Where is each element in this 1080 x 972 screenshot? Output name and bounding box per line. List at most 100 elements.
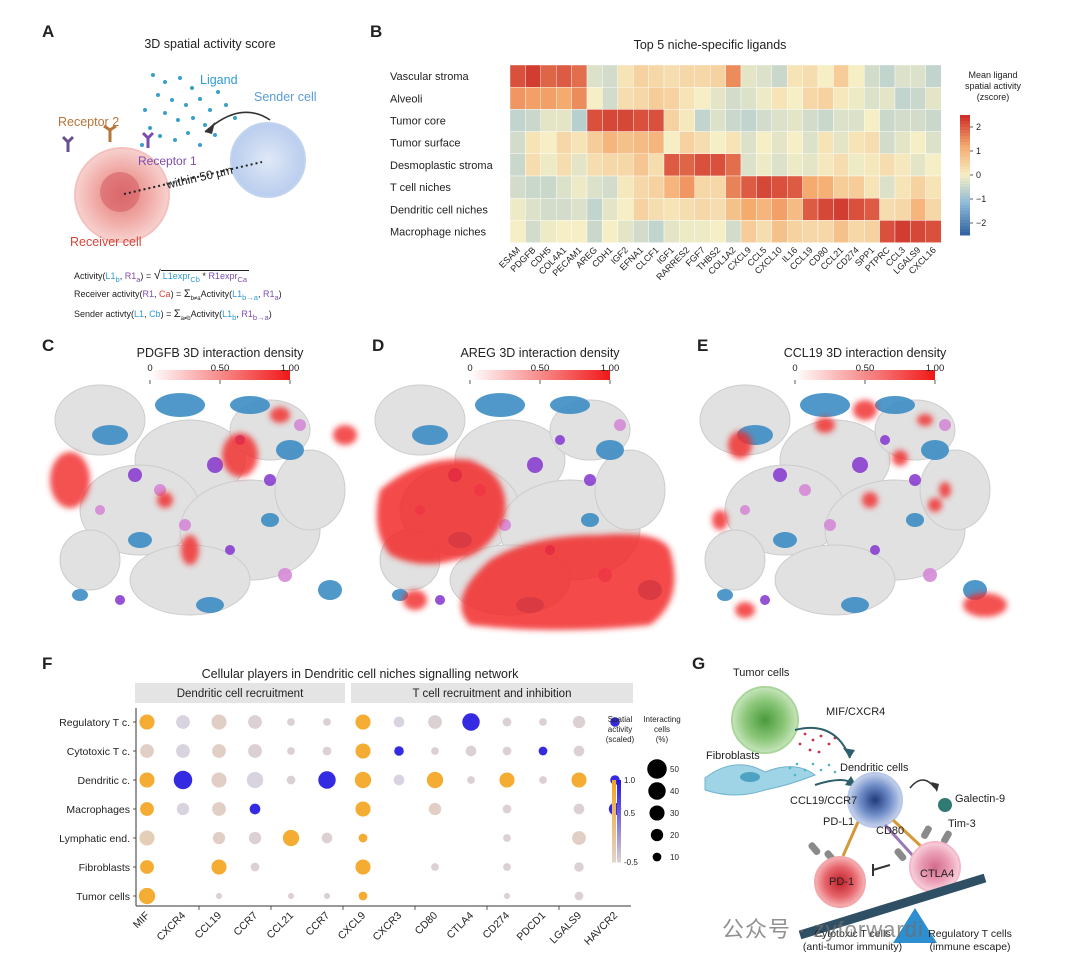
heatmap-cell [663, 109, 680, 132]
heatmap-cell [617, 131, 634, 154]
density-colorbar-tick-label: 0.50 [531, 363, 550, 374]
heatmap-cell [679, 197, 695, 221]
activity-bar-receptor [617, 818, 621, 822]
heatmap-cell [555, 175, 572, 199]
ctla4-label: CTLA4 [920, 868, 955, 880]
colorbar-segment [960, 169, 970, 173]
heatmap-cell [694, 153, 711, 177]
dotplot-dot [322, 746, 332, 756]
tissue-blob [594, 449, 666, 531]
dotplot-column-label: CXCL9 [336, 910, 369, 943]
heatmap-cell [910, 175, 927, 199]
activity-bar-receptor [617, 815, 621, 819]
heatmap-cell [555, 64, 572, 88]
heatmap-cell [540, 197, 557, 221]
heatmap-cell [602, 64, 618, 88]
dendritic-signalling-dotplot: Dendritic cell recruitment T cell recruit… [59, 683, 681, 948]
colorbar-segment [960, 217, 970, 221]
cell-blob [115, 595, 125, 605]
activity-bar-ligand [612, 842, 616, 847]
density-blob [892, 450, 908, 466]
heatmap-cell [740, 153, 757, 177]
vessel-blob [276, 440, 304, 460]
heatmap-cell [879, 197, 896, 221]
density-blob [917, 414, 933, 426]
heatmap-cell [586, 87, 603, 110]
activity-bar-receptor [617, 823, 621, 827]
heatmap-cell [756, 87, 772, 110]
heatmap-cell [740, 131, 757, 154]
activity-bar-ligand [612, 851, 616, 855]
dotplot-row-label: Regulatory T c. [59, 717, 130, 729]
panel-label-e: E [697, 336, 709, 355]
heatmap-cell [833, 64, 849, 88]
dotplot-dot [211, 859, 227, 875]
heatmap-cell [848, 87, 865, 110]
cell-blob [880, 435, 890, 445]
heatmap-cell [679, 64, 695, 88]
panel_c-rendering: 0 0.50 1.00 [50, 363, 357, 616]
size-legend-tick: 40 [670, 787, 679, 796]
heatmap-cell [648, 220, 665, 243]
heatmap-cell [633, 153, 649, 177]
heatmap-cell [633, 109, 649, 132]
heatmap-cell [617, 87, 634, 110]
heatmap-cell [725, 131, 742, 154]
group-header-box [351, 683, 633, 703]
heatmap-cell [802, 131, 819, 154]
mif-dots [798, 732, 837, 754]
colorbar-segment [960, 205, 970, 209]
dotplot-title: Cellular players in Dendritic cell niche… [201, 667, 519, 681]
heatmap-cell [787, 87, 803, 110]
heatmap-cell [771, 131, 788, 154]
activity-bar-ligand [612, 801, 616, 806]
vessel-blob [773, 532, 797, 548]
dotplot-dot [173, 770, 193, 790]
heatmap-cell [509, 175, 526, 199]
heatmap-cell [894, 175, 911, 199]
heatmap-cell [864, 87, 880, 110]
dotplot-dot [355, 714, 371, 730]
heatmap-cell [725, 64, 742, 88]
heatmap-cell [756, 153, 772, 177]
colorbar-tick-label: 0 [976, 170, 981, 180]
dotplot-row-label: Fibroblasts [79, 862, 130, 874]
heatmap-cell [509, 87, 526, 110]
vessel-blob [841, 597, 869, 613]
heatmap-cell [925, 109, 942, 132]
dotplot-dot [358, 833, 368, 843]
heatmap-title: Top 5 niche-specific ligands [633, 38, 787, 52]
receiver-cell-label: Receiver cell [70, 235, 142, 249]
activity-bar-receptor [617, 782, 621, 786]
dotplot-dot [354, 771, 372, 789]
heatmap-cell [740, 109, 757, 132]
heatmap-cell [925, 64, 942, 88]
heatmap-cell [787, 153, 803, 177]
ligand-label: Ligand [200, 73, 238, 87]
heatmap-cell [833, 109, 849, 132]
heatmap-cell [710, 220, 726, 243]
activity-bar-ligand [612, 840, 616, 844]
activity-bar-ligand [612, 815, 616, 819]
heatmap-cell [525, 87, 541, 110]
activity-bar-receptor [617, 826, 621, 830]
size-legend-dot [648, 782, 666, 800]
activity-bar-ligand [612, 826, 616, 830]
heatmap-cell [894, 87, 911, 110]
activity-bar-receptor [617, 837, 621, 841]
interaction-density [712, 400, 1007, 618]
heatmap-cell [586, 220, 603, 243]
heatmap-cell [725, 153, 742, 177]
dotplot-row-label: Cytotoxic T c. [67, 746, 130, 758]
heatmap-cell [848, 153, 865, 177]
heatmap-cell [925, 197, 942, 221]
heatmap-cell [540, 220, 557, 243]
colorbar-segment [960, 178, 970, 182]
heatmap-cell [740, 64, 757, 88]
panel-d: 0 0.50 1.00 AREG 3D interaction density [360, 340, 690, 640]
heatmap-cell [879, 109, 896, 132]
group-header-box [135, 683, 345, 703]
heatmap-cell [802, 64, 819, 88]
heatmap-cell [571, 175, 588, 199]
tissue-blob [704, 529, 766, 591]
